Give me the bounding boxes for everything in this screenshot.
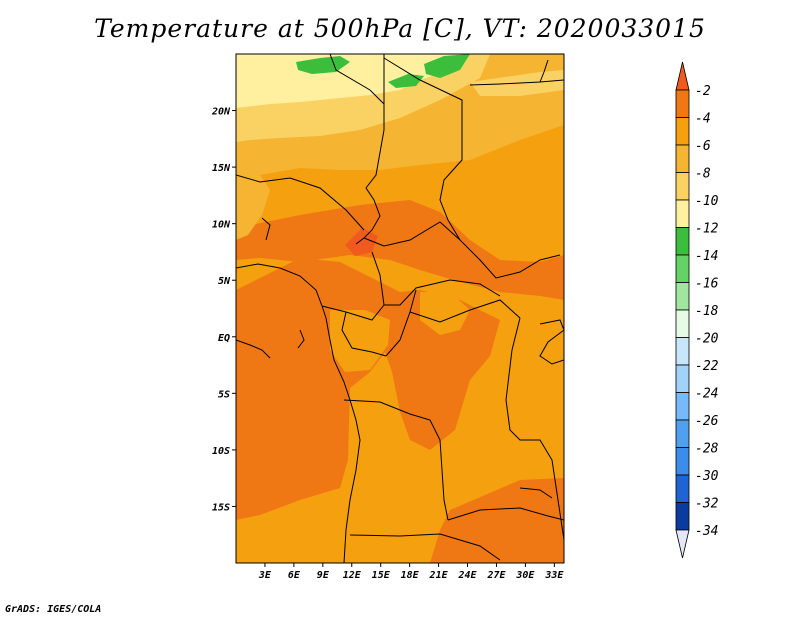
temperature-region [430,478,564,563]
border-line [505,317,564,541]
map-frame [235,53,565,564]
y-tick-label: 5S [218,389,230,400]
temperature-region [330,310,390,372]
border-line [385,289,417,357]
y-tick-label: 10N [212,220,231,231]
y-tick-label: 20N [211,107,231,118]
border-line [355,54,385,245]
colorbar-label: -20 [695,332,719,347]
x-tick-label: 6E [288,570,301,581]
colorbar-label: -24 [695,387,718,402]
colorbar-label: -8 [695,167,711,182]
border-line [321,304,385,321]
colorbar-swatch [675,364,690,393]
border-line [371,251,501,306]
colorbar-label: -12 [695,222,719,237]
colorbar-label: -28 [695,442,719,457]
y-tick-label: EQ [218,333,230,344]
colorbar-swatch [675,392,690,421]
border-line [469,79,564,86]
colorbar-label: -4 [695,112,711,127]
border-line [341,311,387,357]
colorbar-swatch [675,447,690,476]
temperature-region [236,175,270,240]
colorbar-label: -22 [695,359,719,374]
y-tick-label: 15N [212,163,231,174]
colorbar-top-arrow [675,61,690,91]
border-line [349,533,501,561]
colorbar-label: -34 [695,524,718,539]
colorbar-swatch [675,227,690,256]
x-tick-label: 3E [258,570,272,581]
temperature-region [420,292,470,335]
colorbar-label: -14 [695,249,718,264]
y-tick-label: 5N [218,276,231,287]
colorbar-label: -10 [695,194,719,209]
x-tick-label: 18E [401,570,420,581]
colorbar-swatch [675,474,690,503]
colorbar-label: -30 [695,469,719,484]
x-tick-label: 33E [544,570,564,581]
border-line [519,487,553,499]
y-tick-label: 15S [212,502,230,513]
colorbar-label: -26 [695,414,719,429]
colorbar-label: -16 [695,277,719,292]
border-line [343,399,449,521]
x-tick-label: 24E [457,570,477,581]
border-line [383,57,561,279]
colorbar-swatch [675,502,690,531]
x-tick-label: 9E [317,570,330,581]
colorbar-label: -6 [695,139,711,154]
x-tick-label: 30E [515,570,535,581]
colorbar-swatch [675,254,690,283]
temperature-region [424,54,470,78]
border-line [539,59,549,83]
border-line [447,507,564,521]
border-line [236,263,361,563]
colorbar-label: -2 [695,84,711,99]
temperature-region [236,400,340,500]
colorbar-swatch [675,117,690,146]
border-line [539,319,564,365]
border-line [297,329,305,349]
colorbar-swatch [675,144,690,173]
border-line [236,339,271,359]
temperature-region [296,56,350,74]
colorbar-label: -18 [695,304,719,319]
border-line [409,299,521,323]
colorbar-label: -32 [695,497,719,512]
x-tick-label: 27E [486,570,506,581]
x-tick-label: 12E [343,570,362,581]
grads-credit: GrADS: IGES/COLA [5,604,102,615]
colorbar-swatch [675,309,690,338]
x-tick-label: 15E [372,570,391,581]
x-tick-label: 21E [429,570,449,581]
colorbar-swatch [675,282,690,311]
y-tick-label: 10S [212,446,230,457]
border-line [329,54,385,105]
chart-title: Temperature at 500hPa [C], VT: 202003301… [94,14,706,43]
colorbar-swatch [675,172,690,201]
colorbar-bottom-arrow [675,529,690,559]
temperature-region [236,200,564,300]
colorbar-swatch [675,419,690,448]
colorbar-swatch [675,89,690,118]
temperature-region [345,228,378,256]
border-line [236,174,365,231]
temperature-region [236,54,470,108]
border-line [261,217,271,241]
border-line [363,221,461,247]
colorbar-swatch [675,337,690,366]
colorbar-swatch [675,199,690,228]
